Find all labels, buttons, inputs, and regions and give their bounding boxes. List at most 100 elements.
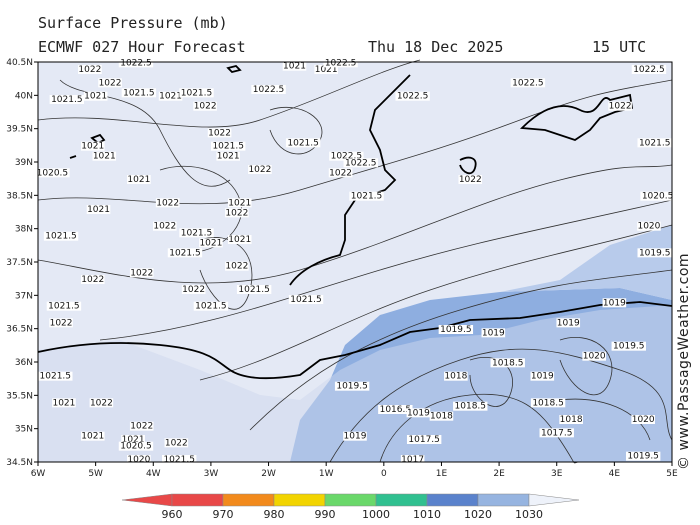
isobar-label: 1018 [430,412,453,422]
isobar-label: 1020 [127,455,150,465]
isobar-label-bg [162,455,197,464]
isobar-label: 1022 [225,262,248,272]
isobar-label: 1017.5 [541,428,573,438]
chart-title: Surface Pressure (mb) [38,14,228,32]
isobar-label: 1020.5 [642,192,674,202]
isobar-label: 1019.5 [639,248,671,258]
isobar-label: 1022 [99,78,122,88]
lon-tick-label: 5E [666,469,678,479]
isobar-label: 1021 [81,432,104,442]
map-frame [37,61,673,463]
lat-tick-label: 38N [15,225,33,235]
lon-tick-label: 3W [204,469,219,479]
isobar-label: 1021 [127,175,150,185]
scale-segment [222,493,275,507]
isobar-label: 1022 [78,65,101,75]
isobar-label-bg [38,371,73,381]
isobar-label: 1019 [557,318,580,328]
lat-tick-label: 35N [15,425,33,435]
isobar-label-bg [89,398,114,408]
isobar-label: 1021.5 [51,95,83,105]
lon-tick-label: 4E [609,469,621,479]
lon-tick-label: 1E [436,469,448,479]
forecast-time: 15 UTC [592,38,647,56]
isobar-label-bg [251,85,286,94]
isobar-label: 1022.5 [397,92,429,102]
isobar-label-bg [49,95,85,104]
isobar-label: 1021 [217,152,240,162]
isobar-label-bg [400,455,425,464]
lat-tick-label: 39N [15,158,33,168]
scale-label: 980 [264,508,285,521]
isobar-label: 1021.5 [45,232,77,242]
isobar-label: 1021.5 [290,295,322,305]
isobar-label-bg [640,191,675,201]
isobar-label-bg [343,158,378,168]
isobar-label: 1020 [583,352,606,362]
isobar-label-bg [248,165,272,174]
isobar-label-bg [395,91,430,101]
isobar-label: 1019 [344,432,367,442]
scale-segment [324,493,377,507]
lon-tick-label: 3E [551,469,563,479]
isobar-label: 1022 [90,398,113,408]
isobar-label-bg [179,228,214,238]
isobar-label-bg [444,371,468,381]
scale-segment [375,493,428,507]
lon-tick-label: 5W [88,469,103,479]
lon-tick-label: 2W [261,469,276,479]
isobar-label: 1019 [407,408,430,418]
isobar-label: 1021 [228,198,251,208]
isobar-label-bg [225,208,249,218]
isobar-label-bg [80,431,105,441]
isobar-label: 1021.5 [195,302,227,312]
isobar-label: 1021 [84,92,107,102]
isobar-label-bg [236,285,272,294]
isobar-label-bg [179,88,214,98]
isobar-label: 1021.5 [40,372,72,382]
isobar-label-bg [216,151,240,161]
isobar-label: 1021.5 [639,138,671,148]
isobar-label: 1022.5 [120,58,152,68]
isobar-label-bg [453,401,488,411]
isobar-label: 1022.5 [345,158,377,168]
isobar-label-bg [193,101,217,111]
isobar-label: 1021.5 [181,88,213,98]
isobar-label-bg [378,405,413,414]
isobar-label: 1022.5 [633,65,665,75]
isobar-label: 1022 [609,102,632,112]
isobar-label-bg [328,168,353,178]
isobar-label: 1018 [560,415,583,425]
lat-tick-label: 36N [15,358,33,368]
scale-segment [426,493,479,507]
isobar-label-bg [530,398,566,408]
isobar-lines [37,59,673,464]
scale-segment [273,493,326,507]
isobar-label-bg [35,168,70,178]
isobar-label-bg [285,138,321,148]
isobar-label-bg [118,441,154,451]
isobar-label: 1022 [459,175,482,185]
isobar-label-bg [92,151,117,161]
isobar-label: 1021 [93,152,116,162]
isobar-label: 1020.5 [37,168,69,178]
isobar-label-bg [510,78,546,88]
latitude-axis: 40.5N 40N 39.5N 39N 38.5N 38N 37.5N 37N 36.5N 36N… [6,58,38,468]
isobar-label-bg [118,58,154,68]
isobar-label: 1019.5 [440,325,472,335]
isobar-label-bg [637,221,661,231]
isobar-label-bg [625,451,661,461]
isobar-label: 1021.5 [287,138,319,148]
isobar-label-bg [288,295,324,304]
scale-segment [171,493,224,507]
isobar-label-bg [80,141,105,151]
scale-label: 1020 [464,508,492,521]
isobar-label-bg [129,421,154,431]
isobar-label-bg [78,65,102,74]
isobar-label-bg [98,78,122,88]
scale-label: 1000 [362,508,390,521]
lon-tick-label: 6W [31,469,46,479]
credit-text: © www.PassageWeather.com [676,252,692,470]
scale-label: 1030 [515,508,543,521]
isobar-label: 1019 [482,328,505,338]
